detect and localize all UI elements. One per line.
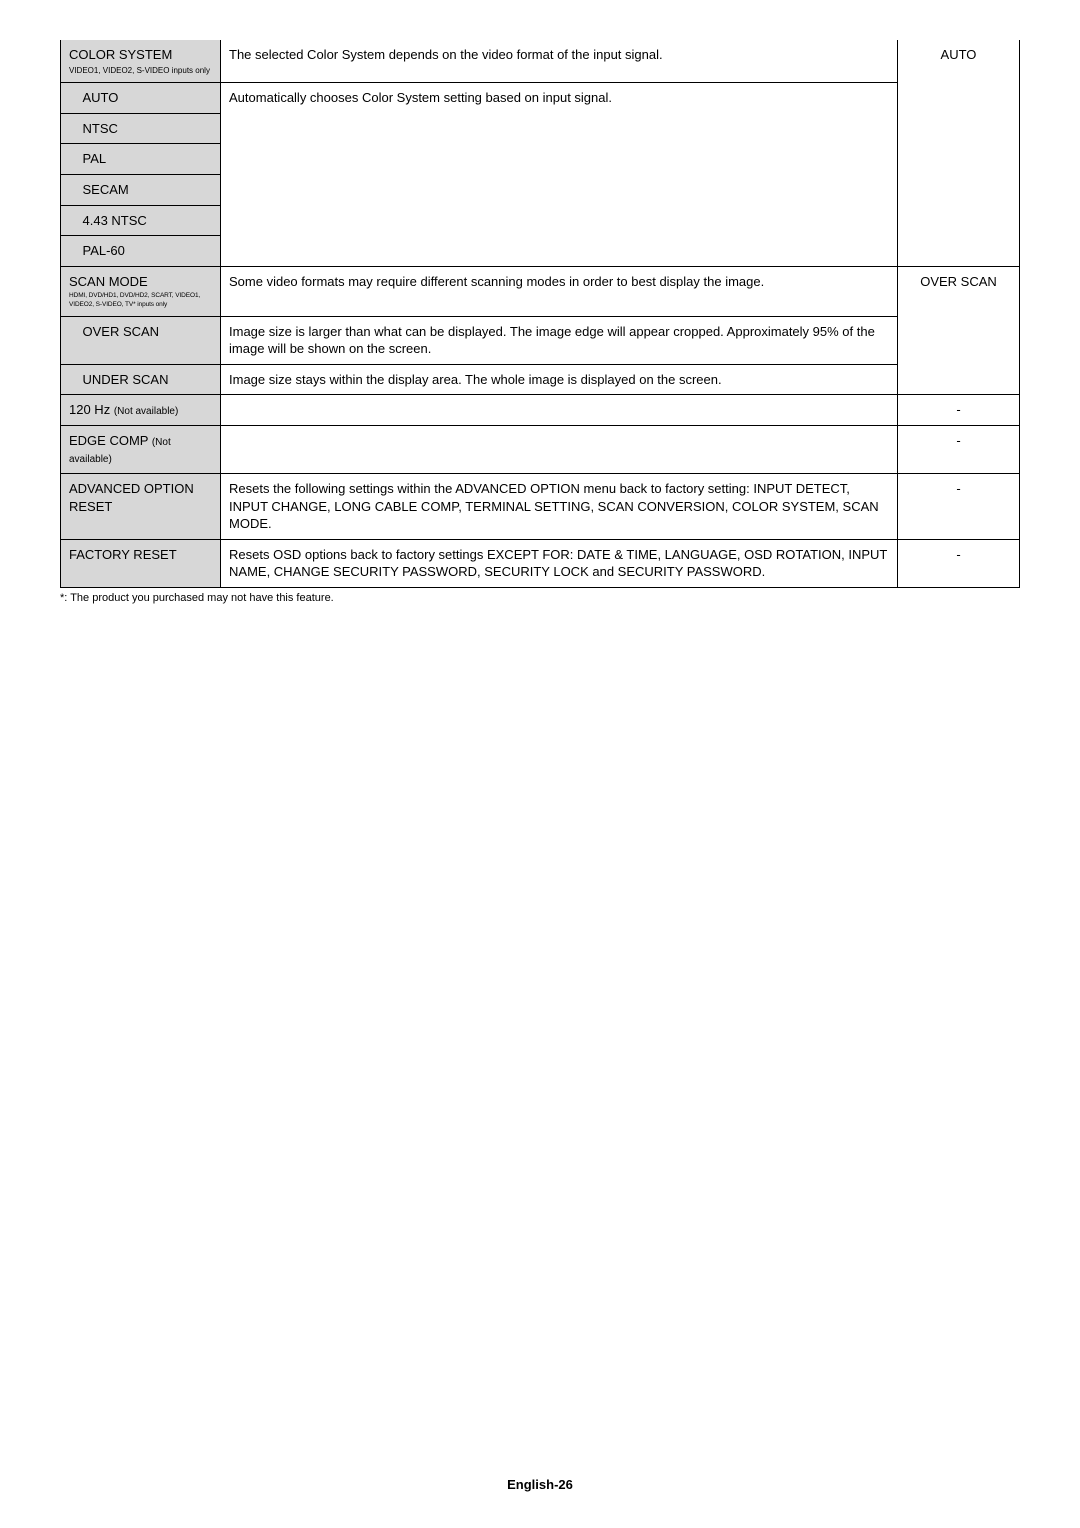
- row-adv-reset: ADVANCED OPTION RESET Resets the followi…: [61, 473, 1020, 539]
- scan-mode-subtitle: HDMI, DVD/HD1, DVD/HD2, SCART, VIDEO1, V…: [69, 292, 212, 310]
- label-pal: PAL: [75, 144, 221, 175]
- row-over-scan: OVER SCAN Image size is larger than what…: [61, 316, 1020, 364]
- scan-mode-title: SCAN MODE: [69, 274, 148, 289]
- descr-over-scan: Image size is larger than what can be di…: [221, 316, 898, 364]
- descr-edge-comp: [221, 425, 898, 473]
- indent: [61, 174, 75, 205]
- label-over-scan: OVER SCAN: [75, 316, 221, 364]
- label-under-scan: UNDER SCAN: [75, 364, 221, 395]
- label-auto: AUTO: [75, 83, 221, 114]
- label-factory-reset: FACTORY RESET: [61, 539, 221, 587]
- label-ntsc: NTSC: [75, 113, 221, 144]
- value-120hz: -: [898, 395, 1020, 426]
- color-system-subtitle: VIDEO1, VIDEO2, S-VIDEO inputs only: [69, 66, 212, 77]
- descr-scan-mode: Some video formats may require different…: [221, 266, 898, 316]
- label-edge-comp: EDGE COMP (Not available): [61, 425, 221, 473]
- hz120-na: (Not available): [114, 406, 178, 417]
- descr-factory-reset: Resets OSD options back to factory setti…: [221, 539, 898, 587]
- indent: [61, 236, 75, 267]
- row-edge-comp: EDGE COMP (Not available) -: [61, 425, 1020, 473]
- page: COLOR SYSTEM VIDEO1, VIDEO2, S-VIDEO inp…: [0, 0, 1080, 1528]
- indent: [61, 83, 75, 114]
- indent: [61, 113, 75, 144]
- settings-table: COLOR SYSTEM VIDEO1, VIDEO2, S-VIDEO inp…: [60, 40, 1020, 588]
- value-color-system: AUTO: [898, 40, 1020, 266]
- label-120hz: 120 Hz (Not available): [61, 395, 221, 426]
- label-secam: SECAM: [75, 174, 221, 205]
- color-system-title: COLOR SYSTEM: [69, 47, 172, 62]
- label-color-system: COLOR SYSTEM VIDEO1, VIDEO2, S-VIDEO inp…: [61, 40, 221, 83]
- indent: [61, 316, 75, 364]
- value-factory-reset: -: [898, 539, 1020, 587]
- label-adv-reset: ADVANCED OPTION RESET: [61, 473, 221, 539]
- footnote: *: The product you purchased may not hav…: [60, 592, 1020, 604]
- descr-auto: Automatically chooses Color System setti…: [221, 83, 898, 266]
- indent: [61, 364, 75, 395]
- indent: [61, 144, 75, 175]
- value-edge-comp: -: [898, 425, 1020, 473]
- row-120hz: 120 Hz (Not available) -: [61, 395, 1020, 426]
- page-footer: English-26: [0, 1477, 1080, 1492]
- descr-color-system: The selected Color System depends on the…: [221, 40, 898, 83]
- value-scan-mode: OVER SCAN: [898, 266, 1020, 395]
- row-color-system: COLOR SYSTEM VIDEO1, VIDEO2, S-VIDEO inp…: [61, 40, 1020, 83]
- row-color-auto: AUTO Automatically chooses Color System …: [61, 83, 1020, 114]
- row-factory-reset: FACTORY RESET Resets OSD options back to…: [61, 539, 1020, 587]
- edge-comp-title: EDGE COMP: [69, 433, 148, 448]
- label-pal60: PAL-60: [75, 236, 221, 267]
- descr-adv-reset: Resets the following settings within the…: [221, 473, 898, 539]
- indent: [61, 205, 75, 236]
- row-under-scan: UNDER SCAN Image size stays within the d…: [61, 364, 1020, 395]
- descr-120hz: [221, 395, 898, 426]
- row-scan-mode: SCAN MODE HDMI, DVD/HD1, DVD/HD2, SCART,…: [61, 266, 1020, 316]
- label-scan-mode: SCAN MODE HDMI, DVD/HD1, DVD/HD2, SCART,…: [61, 266, 221, 316]
- value-adv-reset: -: [898, 473, 1020, 539]
- hz120-title: 120 Hz: [69, 402, 110, 417]
- descr-under-scan: Image size stays within the display area…: [221, 364, 898, 395]
- label-443ntsc: 4.43 NTSC: [75, 205, 221, 236]
